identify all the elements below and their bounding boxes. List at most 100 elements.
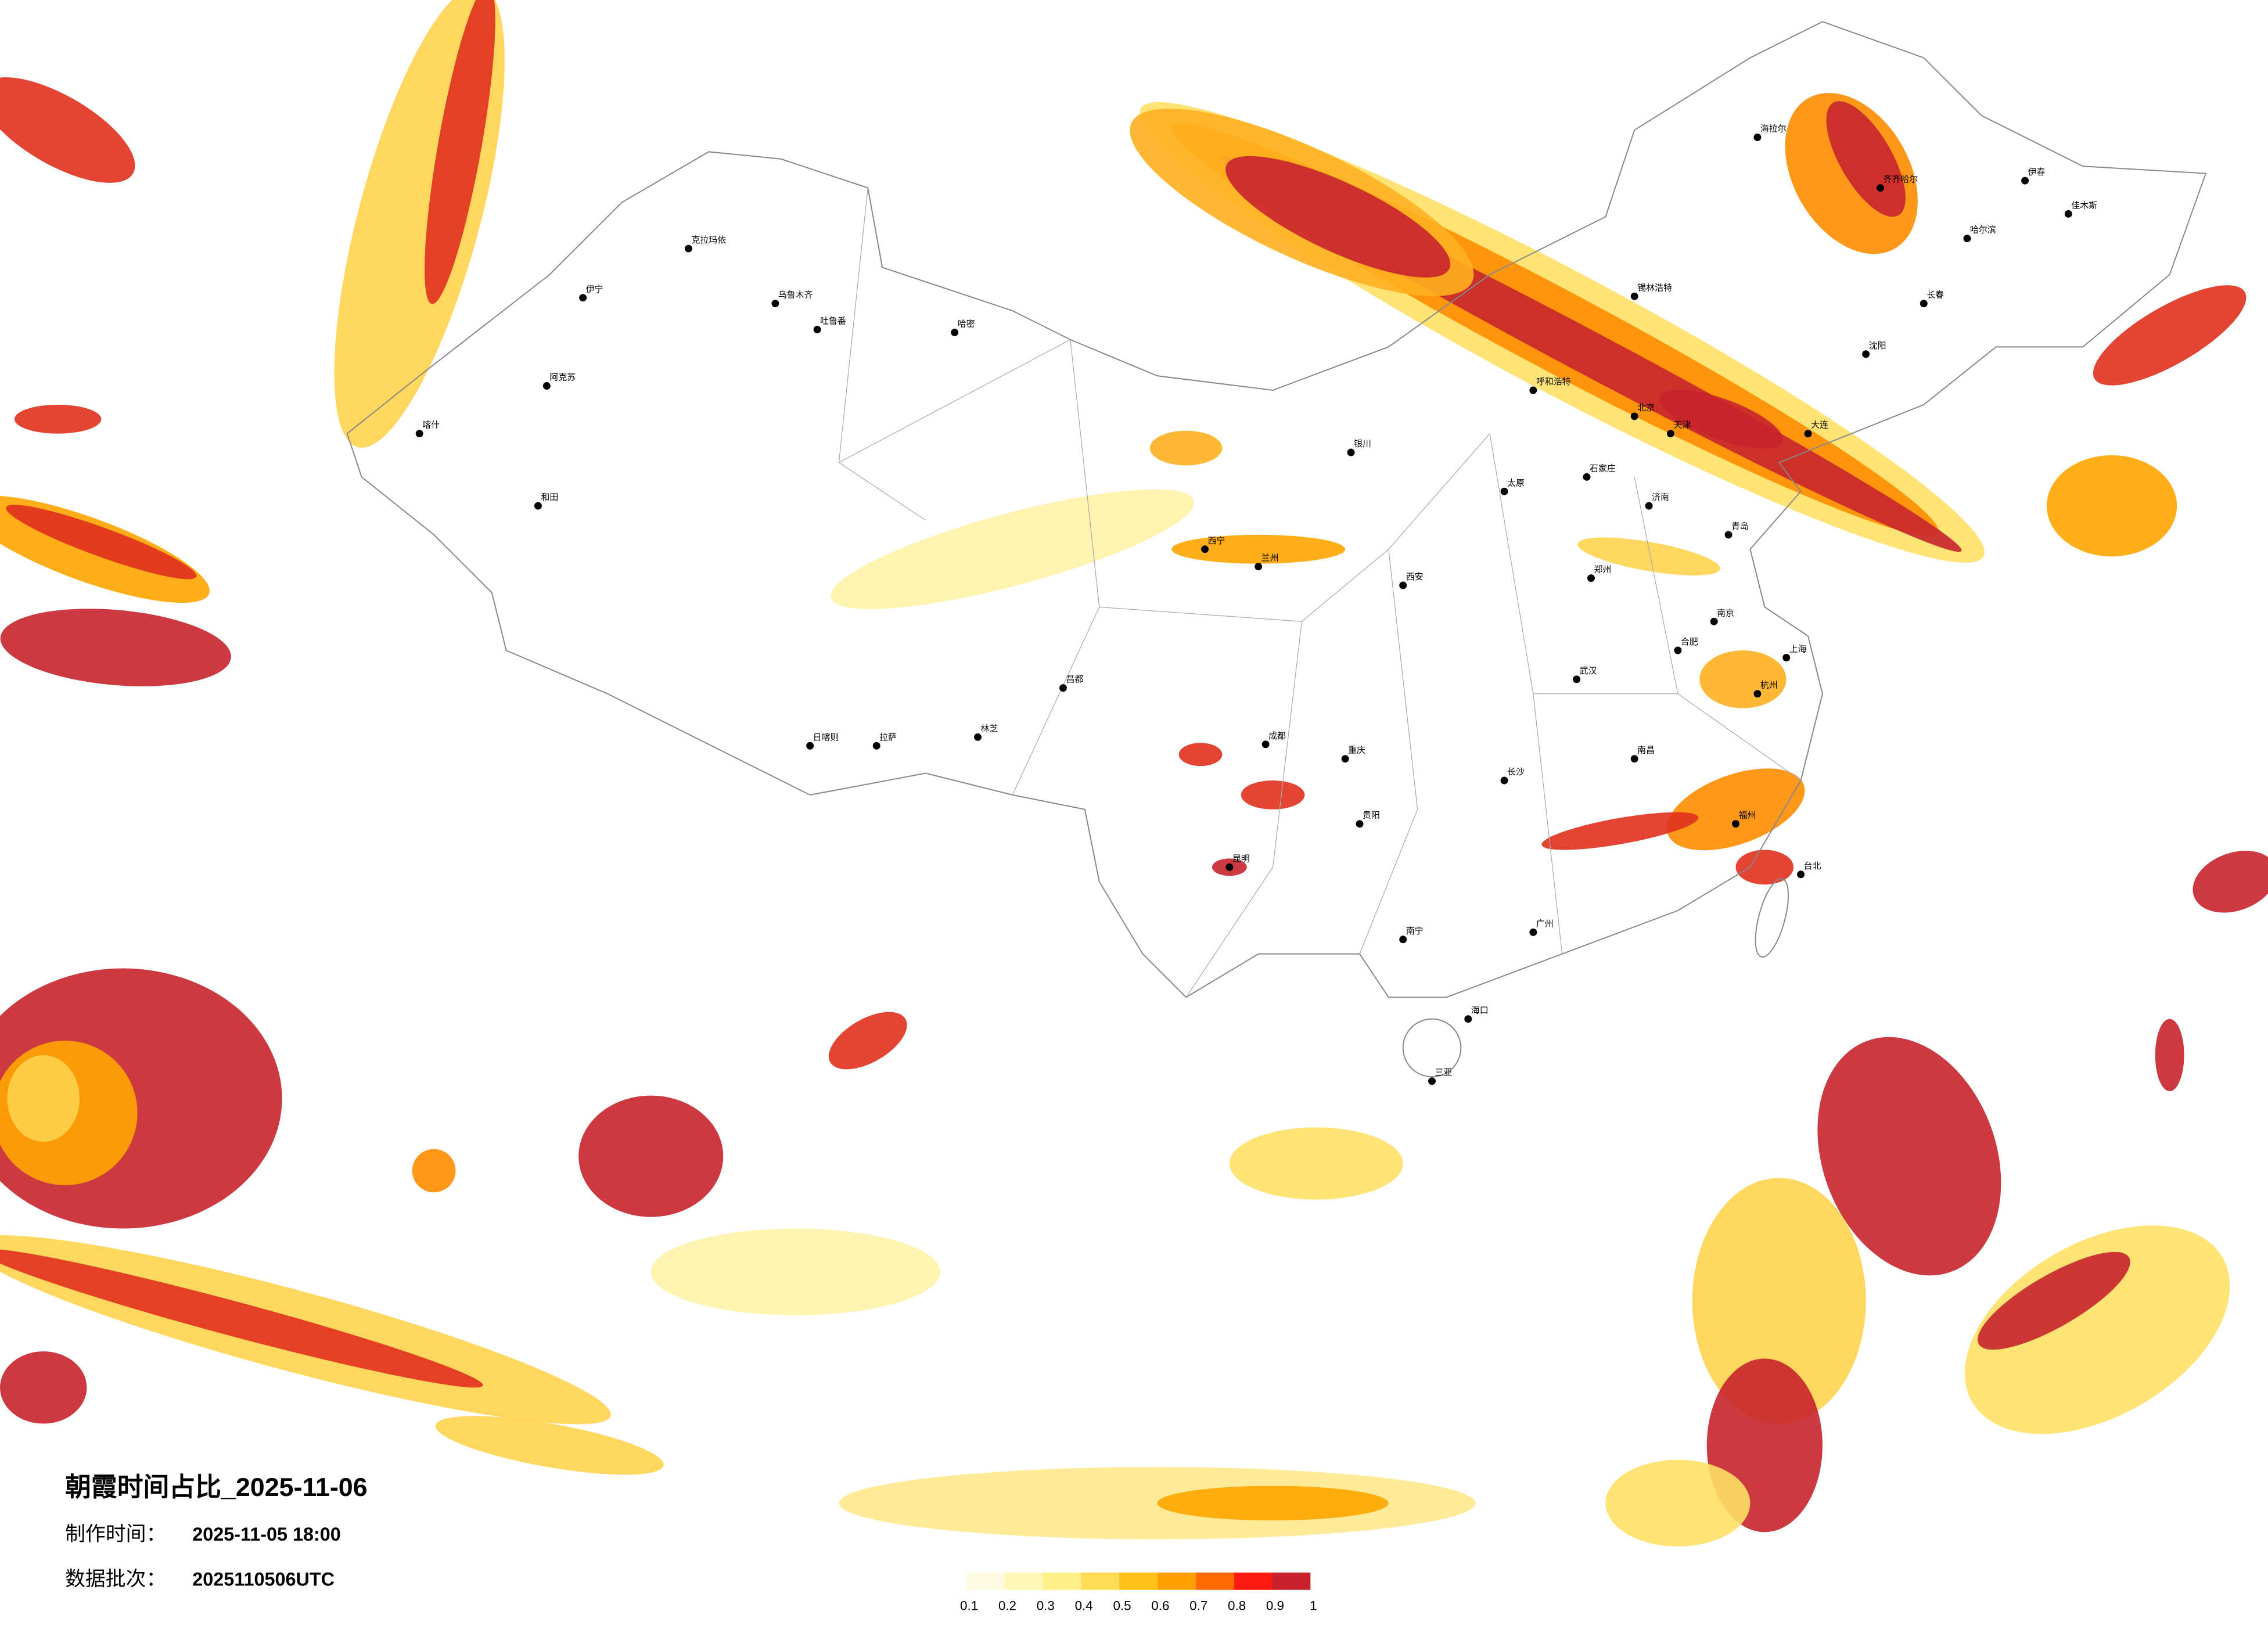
- city-label: 南京: [1717, 608, 1734, 618]
- heat-patch: [1699, 650, 1787, 708]
- city-label: 海拉尔: [1760, 124, 1787, 134]
- heat-patch: [650, 1228, 940, 1315]
- city-dot: [1341, 755, 1349, 763]
- city-dot: [1862, 350, 1870, 358]
- city-dot: [872, 742, 880, 750]
- city-dot: [1804, 430, 1812, 438]
- city-label: 阿克苏: [549, 373, 576, 383]
- city-label: 林芝: [981, 724, 998, 733]
- city-dot: [1630, 412, 1638, 420]
- city-label: 青岛: [1731, 521, 1749, 531]
- legend-tick-label: 0.3: [1037, 1599, 1055, 1613]
- city-label: 济南: [1652, 492, 1669, 502]
- city-label: 广州: [1536, 919, 1554, 929]
- city-dot: [1753, 690, 1762, 698]
- heat-patch: [14, 404, 102, 434]
- city-label: 太原: [1507, 478, 1525, 488]
- city-label: 西安: [1406, 572, 1424, 582]
- city-dot: [684, 244, 692, 253]
- legend-swatch: [1195, 1572, 1234, 1590]
- heat-patch: [1666, 768, 1805, 851]
- city-label: 南宁: [1406, 926, 1424, 936]
- city-dot: [579, 294, 587, 302]
- city-label: 郑州: [1594, 565, 1611, 575]
- city-dot: [1500, 776, 1508, 785]
- hainan: [1402, 1018, 1462, 1078]
- city-dot: [1782, 653, 1791, 661]
- heat-patch: [425, 0, 495, 304]
- city-dot: [1630, 755, 1638, 763]
- taiwan: [1755, 877, 1789, 958]
- heat-patch: [334, 0, 505, 448]
- heat-patch: [0, 1249, 483, 1388]
- heat-patch: [2093, 285, 2247, 386]
- city-label: 伊宁: [586, 285, 603, 294]
- city-dot: [974, 733, 982, 741]
- batch: 2025110506UTC: [192, 1569, 335, 1589]
- heat-patch: [436, 1416, 664, 1475]
- heat-patch: [1659, 390, 1783, 449]
- heat-patch: [2046, 455, 2177, 557]
- city-label: 日喀则: [813, 732, 839, 742]
- heat-patch: [831, 489, 1195, 609]
- legend-swatch: [966, 1572, 1005, 1590]
- legend-swatch: [1272, 1572, 1311, 1590]
- heat-patch: [412, 1149, 456, 1193]
- city-label: 吐鲁番: [820, 316, 846, 326]
- city-dot: [813, 325, 821, 333]
- city-label: 台北: [1804, 861, 1821, 871]
- city-dot: [1464, 1015, 1472, 1023]
- city-dot: [951, 328, 959, 336]
- city-label: 合肥: [1681, 637, 1698, 647]
- heat-patch: [828, 1012, 907, 1070]
- heat-patch: [7, 1055, 80, 1142]
- city-dot: [1428, 1077, 1436, 1085]
- city-label: 贵阳: [1363, 811, 1380, 821]
- city-dot: [1225, 863, 1234, 871]
- legend-tick-label: 0.2: [998, 1599, 1016, 1613]
- heat-patch: [0, 1351, 87, 1424]
- heat-patch: [6, 505, 197, 580]
- heat-patch: [1735, 850, 1794, 885]
- city-label: 兰州: [1261, 553, 1279, 563]
- city-label: 克拉玛依: [691, 235, 726, 245]
- heat-patch: [1229, 1127, 1403, 1200]
- legend-swatch: [1081, 1572, 1120, 1590]
- city-dot: [1732, 820, 1739, 828]
- city-label: 哈密: [958, 319, 975, 329]
- city-dot: [1587, 574, 1595, 582]
- heat-patch: [1149, 430, 1223, 466]
- city-dot: [1797, 870, 1805, 879]
- city-dot: [1666, 430, 1674, 438]
- city-dot: [1710, 617, 1718, 625]
- heat-patch: [1225, 156, 1451, 278]
- city-dot: [1645, 502, 1653, 510]
- city-label: 佳木斯: [2071, 200, 2097, 210]
- heat-patch: [1541, 812, 1699, 850]
- city-label: 北京: [1637, 403, 1655, 413]
- city-label: 天津: [1673, 420, 1691, 430]
- city-dot: [1059, 684, 1067, 692]
- city-label: 长沙: [1507, 767, 1525, 777]
- city-label: 锡林浩特: [1637, 283, 1672, 293]
- city-label: 喀什: [422, 420, 440, 430]
- heat-patch: [1577, 537, 1720, 575]
- city-label: 昆明: [1232, 854, 1250, 864]
- city-label: 西宁: [1208, 536, 1225, 546]
- city-label: 伊春: [2028, 167, 2046, 177]
- city-dot: [1963, 235, 1971, 243]
- city-label: 昌都: [1066, 675, 1083, 685]
- heat-patch: [1692, 1178, 1866, 1424]
- city-dot: [1529, 386, 1537, 394]
- heat-patch: [1605, 1459, 1751, 1547]
- city-dot: [1753, 133, 1762, 141]
- heat-patch: [1964, 1225, 2230, 1434]
- city-dot: [1583, 473, 1591, 481]
- legend-tick-label: 1: [1310, 1599, 1317, 1613]
- city-label: 呼和浩特: [1536, 377, 1571, 387]
- legend-tick-label: 0.5: [1113, 1599, 1131, 1613]
- city-dot: [1500, 487, 1508, 495]
- made-label: 制作时间：: [65, 1523, 166, 1545]
